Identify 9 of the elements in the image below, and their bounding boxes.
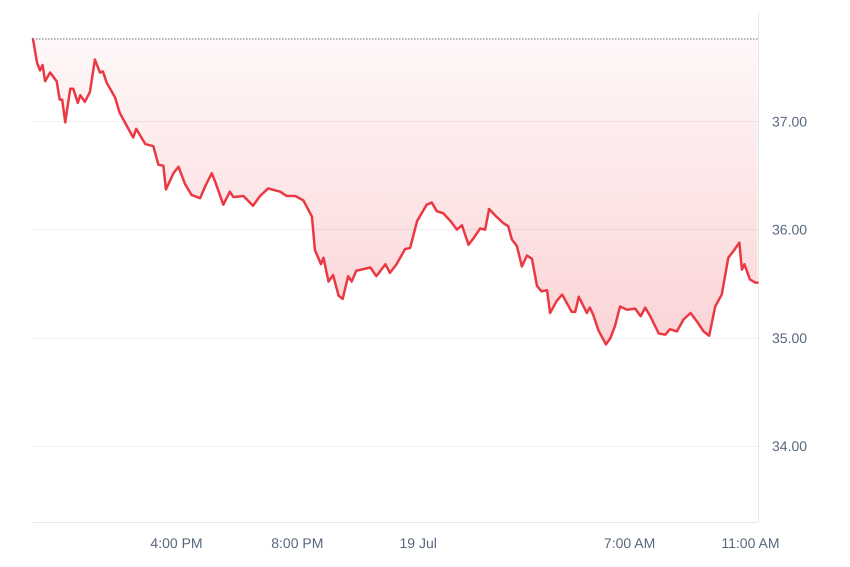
x-tick-label: 19 Jul xyxy=(399,535,437,551)
x-tick-label: 8:00 PM xyxy=(271,535,324,551)
y-tick-label: 35.00 xyxy=(772,330,808,346)
x-tick-label: 4:00 PM xyxy=(150,535,203,551)
y-tick-label: 37.00 xyxy=(772,113,808,130)
y-tick-label: 36.00 xyxy=(772,222,808,238)
x-tick-label: 11:00 AM xyxy=(721,535,780,551)
x-tick-label: 7:00 AM xyxy=(604,535,656,551)
y-tick-label: 34.00 xyxy=(772,438,808,454)
